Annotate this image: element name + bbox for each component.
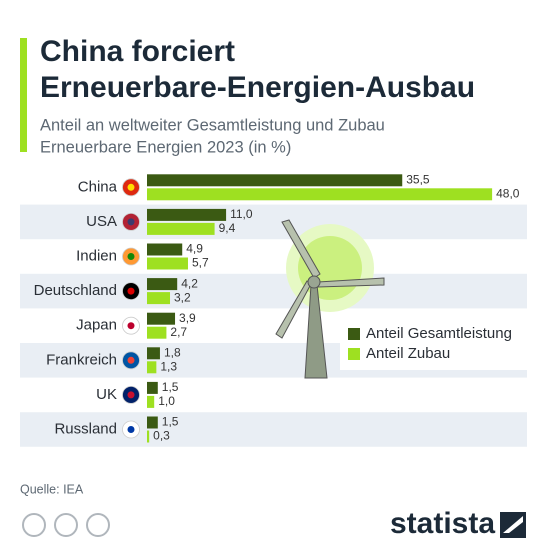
flag [128, 218, 135, 225]
value-label: 3,9 [179, 311, 196, 325]
legend-label: Anteil Zubau [366, 345, 450, 362]
legend-swatch [348, 328, 360, 340]
chart-title: Erneuerbare-Energien-Ausbau [40, 71, 475, 104]
legend-label: Anteil Gesamtleistung [366, 325, 512, 342]
category-label: USA [86, 213, 117, 230]
value-label: 3,2 [174, 290, 191, 304]
bar [147, 244, 182, 256]
chart-subtitle: Erneuerbare Energien 2023 (in %) [40, 138, 291, 156]
value-label: 1,0 [158, 394, 175, 408]
value-label: 4,2 [181, 276, 198, 290]
bar [147, 382, 158, 394]
value-label: 2,7 [170, 325, 187, 339]
category-label: Deutschland [34, 282, 117, 299]
value-label: 1,8 [164, 345, 181, 359]
bar [147, 417, 158, 429]
plot: China 35,5 48,0 USA 11,09,4 Indien 4,95,7 Deuts… [20, 172, 527, 446]
category-label: Frankreich [46, 351, 117, 368]
license-icons [23, 514, 109, 536]
brand-logo: statista [390, 507, 495, 540]
bar [147, 313, 175, 325]
bar [147, 347, 160, 359]
bar [147, 258, 188, 270]
value-label: 4,9 [186, 242, 203, 256]
chart: China forciert Erneuerbare-Energien-Ausb… [0, 0, 534, 551]
flag [128, 357, 135, 364]
value-label: 35,5 [406, 172, 430, 186]
value-label: 0,3 [153, 429, 170, 443]
legend-swatch [348, 348, 360, 360]
bar [147, 396, 154, 408]
bar [147, 431, 149, 443]
category-label: Russland [54, 420, 117, 437]
flag [128, 426, 135, 433]
chart-title: China forciert [40, 35, 235, 68]
bar [147, 223, 215, 235]
category-label: Japan [76, 317, 117, 334]
bar [147, 174, 402, 186]
bar [147, 327, 166, 339]
category-label: UK [96, 386, 117, 403]
flag [128, 391, 135, 398]
value-label: 9,4 [219, 221, 236, 235]
flag [128, 288, 135, 295]
category-label: China [78, 178, 118, 195]
bar [147, 209, 226, 221]
bar [147, 278, 177, 290]
value-label: 1,5 [162, 380, 179, 394]
flag [128, 253, 135, 260]
accent-bar [20, 38, 27, 152]
chart-subtitle: Anteil an weltweiter Gesamtleistung und … [40, 116, 385, 134]
flag [128, 184, 135, 191]
bar [147, 188, 492, 200]
value-label: 11,0 [230, 207, 253, 221]
source: Quelle: IEA [20, 482, 84, 496]
bar [147, 361, 156, 373]
brand-mark [500, 512, 526, 538]
value-label: 1,5 [162, 415, 179, 429]
value-label: 5,7 [192, 256, 209, 270]
bar [147, 292, 170, 304]
category-label: Indien [76, 247, 117, 264]
legend: Anteil Gesamtleistung Anteil Zubau [340, 318, 530, 370]
value-label: 1,3 [160, 359, 177, 373]
flag [128, 322, 135, 329]
value-label: 48,0 [496, 186, 520, 200]
